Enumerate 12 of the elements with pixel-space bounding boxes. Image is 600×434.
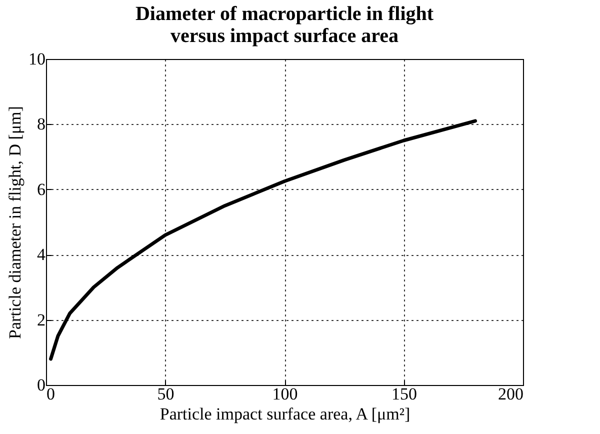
y-tick-label: 8 <box>37 114 46 134</box>
x-axis-title: Particle impact surface area, A [μm²] <box>160 404 410 424</box>
y-axis-title: Particle diameter in flight, D [μm] <box>6 106 24 339</box>
y-tick-label: 6 <box>37 180 46 199</box>
x-tick-label: 150 <box>392 384 417 404</box>
y-tick-label: 4 <box>37 245 46 264</box>
y-tick-label: 2 <box>37 310 46 330</box>
x-tick-label: 100 <box>272 384 298 404</box>
x-tick-label: 50 <box>157 384 174 404</box>
y-tick-label: 10 <box>28 50 46 68</box>
x-tick-label: 200 <box>498 384 524 404</box>
chart-title: Diameter of macroparticle in flight versus impact surface area <box>135 3 434 47</box>
